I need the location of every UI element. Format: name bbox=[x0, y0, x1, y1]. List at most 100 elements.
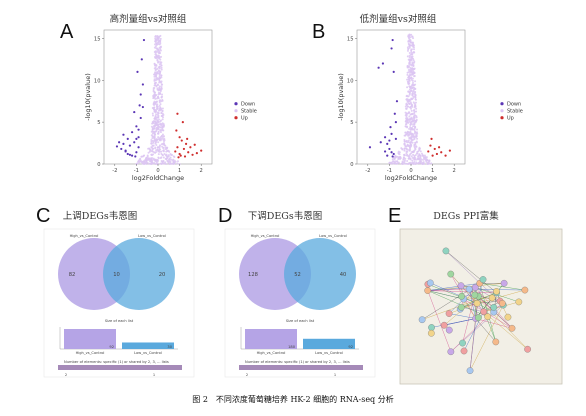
stable-point bbox=[415, 134, 417, 136]
ppi-node bbox=[446, 327, 452, 333]
stable-point bbox=[414, 117, 416, 119]
stable-point bbox=[405, 123, 407, 125]
stable-point bbox=[154, 98, 156, 100]
stable-point bbox=[173, 156, 175, 158]
stable-point bbox=[395, 160, 397, 162]
stable-point bbox=[414, 114, 416, 116]
up-point bbox=[196, 152, 198, 154]
down-point bbox=[136, 71, 138, 73]
down-point bbox=[127, 138, 129, 140]
ppi-node bbox=[522, 287, 528, 293]
ppi-node bbox=[428, 330, 434, 336]
stable-point bbox=[415, 108, 417, 110]
stable-point bbox=[414, 131, 416, 133]
stable-point bbox=[407, 149, 409, 151]
stable-point bbox=[398, 158, 400, 160]
stable-point bbox=[412, 151, 414, 153]
stable-point bbox=[162, 118, 164, 120]
stable-point bbox=[426, 163, 428, 165]
stable-point bbox=[161, 88, 163, 90]
down-point bbox=[118, 141, 120, 143]
down-point bbox=[129, 154, 131, 156]
stable-point bbox=[407, 105, 409, 107]
stable-point bbox=[156, 127, 158, 129]
stable-point bbox=[156, 139, 158, 141]
stable-point bbox=[412, 133, 414, 135]
stable-point bbox=[138, 161, 140, 163]
stable-point bbox=[415, 120, 417, 122]
up-point bbox=[434, 148, 436, 150]
stable-point bbox=[154, 51, 156, 53]
stable-point bbox=[168, 161, 170, 163]
stable-point bbox=[412, 91, 414, 93]
stable-point bbox=[406, 160, 408, 162]
down-point bbox=[139, 104, 141, 106]
stable-point bbox=[414, 72, 416, 74]
down-point bbox=[131, 155, 133, 157]
stable-point bbox=[409, 124, 411, 126]
stable-point bbox=[415, 157, 417, 159]
stable-point bbox=[155, 85, 157, 87]
footer-tick-2: 2 bbox=[65, 373, 67, 377]
stable-point bbox=[156, 48, 158, 50]
stable-point bbox=[410, 54, 412, 56]
up-point bbox=[200, 150, 202, 152]
stable-point bbox=[408, 38, 410, 40]
stable-point bbox=[411, 106, 413, 108]
up-point bbox=[185, 143, 187, 145]
stable-point bbox=[414, 80, 416, 82]
up-point bbox=[429, 144, 431, 146]
stable-point bbox=[415, 99, 417, 101]
stable-point bbox=[154, 103, 156, 105]
up-point bbox=[187, 151, 189, 153]
stable-point bbox=[157, 146, 159, 148]
ppi-node bbox=[516, 299, 522, 305]
down-point bbox=[142, 106, 144, 108]
ppi-node bbox=[501, 280, 507, 286]
x-tick-label: -2 bbox=[112, 168, 117, 174]
stable-point bbox=[414, 148, 416, 150]
stable-point bbox=[149, 148, 151, 150]
stable-point bbox=[407, 90, 409, 92]
stable-point bbox=[153, 87, 155, 89]
stable-point bbox=[153, 145, 155, 147]
stable-point bbox=[154, 122, 156, 124]
stable-point bbox=[158, 119, 160, 121]
stable-point bbox=[141, 156, 143, 158]
down-point bbox=[382, 62, 384, 64]
stable-point bbox=[177, 160, 179, 162]
ppi-node bbox=[499, 300, 505, 306]
down-point bbox=[390, 133, 392, 135]
up-point bbox=[444, 155, 446, 157]
stable-point bbox=[418, 155, 420, 157]
stable-point bbox=[159, 61, 161, 63]
stable-point bbox=[162, 133, 164, 135]
legend-swatch-down bbox=[500, 102, 503, 105]
stable-point bbox=[408, 111, 410, 113]
up-point bbox=[182, 121, 184, 123]
stable-point bbox=[413, 109, 415, 111]
stable-point bbox=[157, 83, 159, 85]
stable-point bbox=[162, 129, 164, 131]
up-point bbox=[181, 139, 183, 141]
stable-point bbox=[412, 74, 414, 76]
stable-point bbox=[422, 155, 424, 157]
stable-point bbox=[414, 91, 416, 93]
stable-point bbox=[411, 51, 413, 53]
stable-point bbox=[154, 71, 156, 73]
stable-point bbox=[405, 120, 407, 122]
ppi-node bbox=[428, 324, 434, 330]
stable-point bbox=[410, 146, 412, 148]
stable-point bbox=[403, 150, 405, 152]
stable-point bbox=[404, 158, 406, 160]
stable-point bbox=[404, 160, 406, 162]
stable-point bbox=[407, 95, 409, 97]
up-point bbox=[177, 156, 179, 158]
stable-point bbox=[161, 67, 163, 69]
bar-category-label: Low_vs_Control bbox=[315, 351, 343, 355]
stable-point bbox=[423, 163, 425, 165]
stable-point bbox=[406, 104, 408, 106]
stable-point bbox=[157, 151, 159, 153]
stable-point bbox=[146, 159, 148, 161]
